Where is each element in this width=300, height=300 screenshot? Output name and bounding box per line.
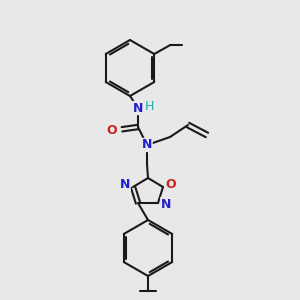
Text: N: N — [142, 139, 152, 152]
Text: N: N — [120, 178, 130, 191]
Text: N: N — [161, 197, 171, 211]
Text: O: O — [166, 178, 176, 191]
Text: O: O — [107, 124, 117, 136]
Text: N: N — [133, 101, 143, 115]
Text: H: H — [144, 100, 154, 113]
